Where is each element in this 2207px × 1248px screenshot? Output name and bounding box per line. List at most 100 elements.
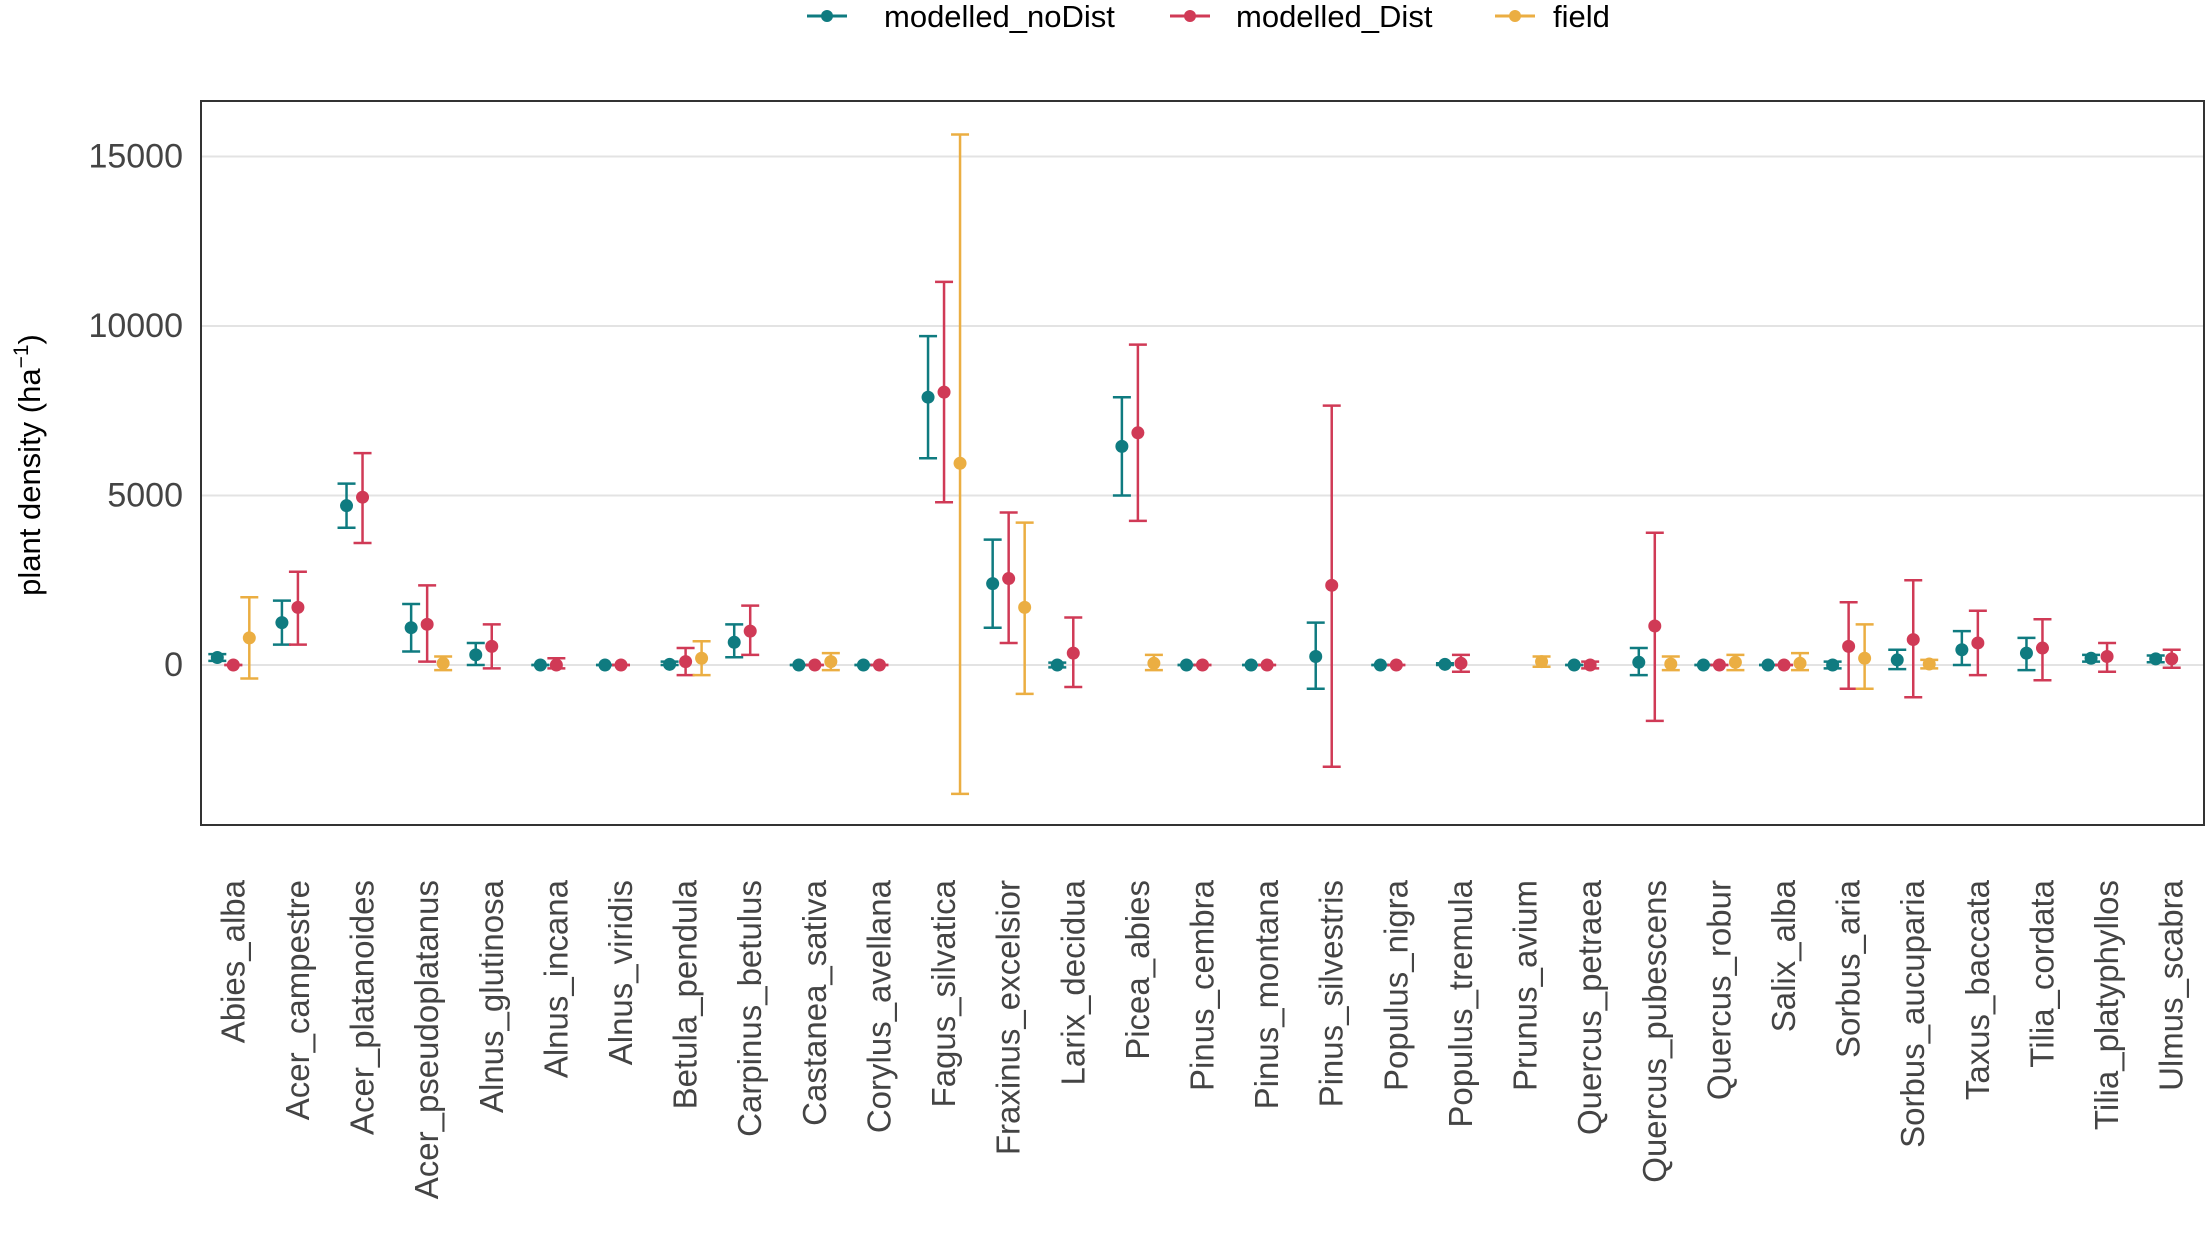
point-modelled-dist-populus-nigra bbox=[1389, 658, 1403, 672]
x-tick-label-abies-alba: Abies_alba bbox=[214, 879, 251, 1043]
point-modelled-nodist-picea-abies bbox=[1115, 439, 1129, 453]
x-tick-label-populus-nigra: Populus_nigra bbox=[1377, 879, 1414, 1091]
point-modelled-nodist-carpinus-betulus bbox=[727, 635, 741, 649]
legend-key-field-point bbox=[1509, 10, 1521, 22]
point-modelled-nodist-fagus-silvatica bbox=[921, 390, 935, 404]
point-modelled-dist-populus-tremula bbox=[1454, 656, 1468, 670]
point-modelled-dist-fraxinus-excelsior bbox=[1002, 572, 1016, 586]
data-marks bbox=[208, 133, 2181, 796]
panel-border bbox=[200, 100, 2205, 826]
point-modelled-dist-alnus-incana bbox=[549, 658, 563, 672]
x-tick-label-pinus-montana: Pinus_montana bbox=[1248, 879, 1285, 1109]
x-tick-label-acer-pseudoplatanus: Acer_pseudoplatanus bbox=[408, 880, 445, 1199]
point-modelled-nodist-ulmus-scabra bbox=[2149, 652, 2163, 666]
point-modelled-nodist-alnus-glutinosa bbox=[469, 648, 483, 662]
point-modelled-nodist-alnus-incana bbox=[533, 658, 547, 672]
x-tick-label-larix-decidua: Larix_decidua bbox=[1054, 879, 1091, 1085]
point-modelled-dist-tilia-platyphyllos bbox=[2100, 650, 2114, 664]
point-modelled-dist-alnus-glutinosa bbox=[485, 639, 499, 653]
point-field-salix-alba bbox=[1793, 656, 1807, 670]
point-modelled-dist-castanea-sativa bbox=[808, 658, 822, 672]
y-axis-label-text: plant density (ha bbox=[12, 368, 47, 596]
y-axis-ticks: 0 5000 10000 15000 bbox=[88, 138, 183, 685]
point-modelled-nodist-acer-campestre bbox=[275, 616, 289, 630]
point-modelled-nodist-sorbus-aucuparia bbox=[1890, 653, 1904, 667]
x-tick-label-corylus-avellana: Corylus_avellana bbox=[860, 879, 897, 1133]
point-modelled-nodist-populus-tremula bbox=[1438, 657, 1452, 671]
legend-label-modelled-Dist: modelled_Dist bbox=[1236, 0, 1433, 34]
x-tick-label-ulmus-scabra: Ulmus_scabra bbox=[2153, 879, 2190, 1091]
x-tick-label-alnus-incana: Alnus_incana bbox=[537, 879, 574, 1078]
x-tick-label-quercus-petraea: Quercus_petraea bbox=[1571, 879, 1608, 1135]
legend-key-modelled-noDist-point bbox=[821, 10, 833, 22]
point-modelled-nodist-betula-pendula bbox=[663, 657, 677, 671]
point-field-betula-pendula bbox=[695, 651, 709, 665]
point-modelled-nodist-quercus-petraea bbox=[1567, 658, 1581, 672]
legend-key-modelled-Dist-point bbox=[1184, 10, 1196, 22]
point-modelled-nodist-tilia-cordata bbox=[2019, 646, 2033, 660]
point-modelled-nodist-alnus-viridis bbox=[598, 658, 612, 672]
x-tick-label-quercus-robur: Quercus_robur bbox=[1700, 880, 1737, 1100]
x-tick-label-carpinus-betulus: Carpinus_betulus bbox=[731, 880, 768, 1137]
point-modelled-nodist-castanea-sativa bbox=[792, 658, 806, 672]
x-tick-label-sorbus-aria: Sorbus_aria bbox=[1830, 879, 1867, 1058]
y-tick-label-5000: 5000 bbox=[107, 477, 183, 515]
gridlines bbox=[201, 155, 2204, 666]
point-field-picea-abies bbox=[1147, 656, 1161, 670]
point-modelled-dist-fagus-silvatica bbox=[937, 385, 951, 399]
x-tick-label-betula-pendula: Betula_pendula bbox=[667, 879, 704, 1109]
point-field-sorbus-aria bbox=[1858, 651, 1872, 665]
point-modelled-dist-pinus-cembra bbox=[1196, 658, 1209, 672]
point-modelled-dist-quercus-robur bbox=[1712, 658, 1726, 672]
x-axis-ticks: Abies_alba Acer_campestre Acer_platanoides… bbox=[214, 879, 2189, 1199]
point-field-fraxinus-excelsior bbox=[1018, 600, 1032, 614]
point-modelled-dist-salix-alba bbox=[1777, 658, 1791, 672]
x-tick-label-salix-alba: Salix_alba bbox=[1765, 879, 1802, 1032]
point-modelled-nodist-quercus-robur bbox=[1696, 658, 1710, 672]
point-modelled-dist-tilia-cordata bbox=[2035, 641, 2049, 655]
point-modelled-nodist-fraxinus-excelsior bbox=[986, 577, 1000, 591]
point-modelled-nodist-abies-alba bbox=[210, 651, 224, 665]
point-modelled-dist-acer-platanoides bbox=[356, 490, 370, 504]
point-field-quercus-robur bbox=[1728, 655, 1742, 669]
point-modelled-dist-picea-abies bbox=[1131, 426, 1145, 440]
point-modelled-dist-carpinus-betulus bbox=[743, 624, 757, 638]
point-modelled-nodist-pinus-cembra bbox=[1180, 658, 1193, 672]
point-modelled-nodist-sorbus-aria bbox=[1826, 658, 1840, 672]
point-modelled-nodist-tilia-platyphyllos bbox=[2084, 651, 2098, 665]
point-modelled-dist-pinus-montana bbox=[1260, 658, 1274, 672]
point-field-sorbus-aucuparia bbox=[1922, 657, 1936, 671]
y-axis-label-superscript: −1 bbox=[10, 344, 33, 368]
point-modelled-nodist-pinus-montana bbox=[1244, 658, 1258, 672]
point-modelled-dist-quercus-petraea bbox=[1583, 658, 1597, 672]
y-axis-label: plant density (ha−1) bbox=[10, 334, 47, 596]
point-modelled-dist-acer-campestre bbox=[291, 600, 305, 614]
point-field-prunus-avium bbox=[1535, 655, 1549, 669]
x-tick-label-pinus-cembra: Pinus_cembra bbox=[1184, 879, 1221, 1091]
point-modelled-dist-larix-decidua bbox=[1066, 646, 1080, 660]
point-modelled-dist-alnus-viridis bbox=[614, 658, 628, 672]
point-modelled-dist-betula-pendula bbox=[679, 655, 693, 669]
x-tick-label-pinus-silvestris: Pinus_silvestris bbox=[1313, 880, 1350, 1107]
point-modelled-dist-quercus-pubescens bbox=[1648, 619, 1662, 633]
point-modelled-dist-sorbus-aria bbox=[1842, 639, 1856, 653]
y-tick-label-10000: 10000 bbox=[88, 307, 183, 345]
point-modelled-nodist-salix-alba bbox=[1761, 658, 1775, 672]
point-modelled-dist-acer-pseudoplatanus bbox=[420, 617, 434, 631]
point-modelled-dist-taxus-baccata bbox=[1971, 636, 1985, 650]
legend-label-modelled-noDist: modelled_noDist bbox=[884, 0, 1115, 34]
point-modelled-dist-ulmus-scabra bbox=[2165, 652, 2179, 666]
point-modelled-nodist-acer-platanoides bbox=[340, 499, 354, 513]
x-tick-label-castanea-sativa: Castanea_sativa bbox=[796, 879, 833, 1125]
y-tick-label-0: 0 bbox=[164, 646, 183, 684]
x-tick-label-fraxinus-excelsior: Fraxinus_excelsior bbox=[990, 880, 1027, 1155]
point-modelled-nodist-quercus-pubescens bbox=[1632, 655, 1646, 669]
x-tick-label-prunus-avium: Prunus_avium bbox=[1507, 880, 1544, 1091]
point-modelled-nodist-pinus-silvestris bbox=[1309, 650, 1323, 664]
point-modelled-dist-abies-alba bbox=[226, 658, 240, 672]
point-modelled-nodist-populus-nigra bbox=[1373, 658, 1387, 672]
x-tick-label-tilia-cordata: Tilia_cordata bbox=[2023, 879, 2060, 1067]
point-modelled-nodist-taxus-baccata bbox=[1955, 643, 1969, 657]
point-modelled-nodist-corylus-avellana bbox=[856, 658, 870, 672]
